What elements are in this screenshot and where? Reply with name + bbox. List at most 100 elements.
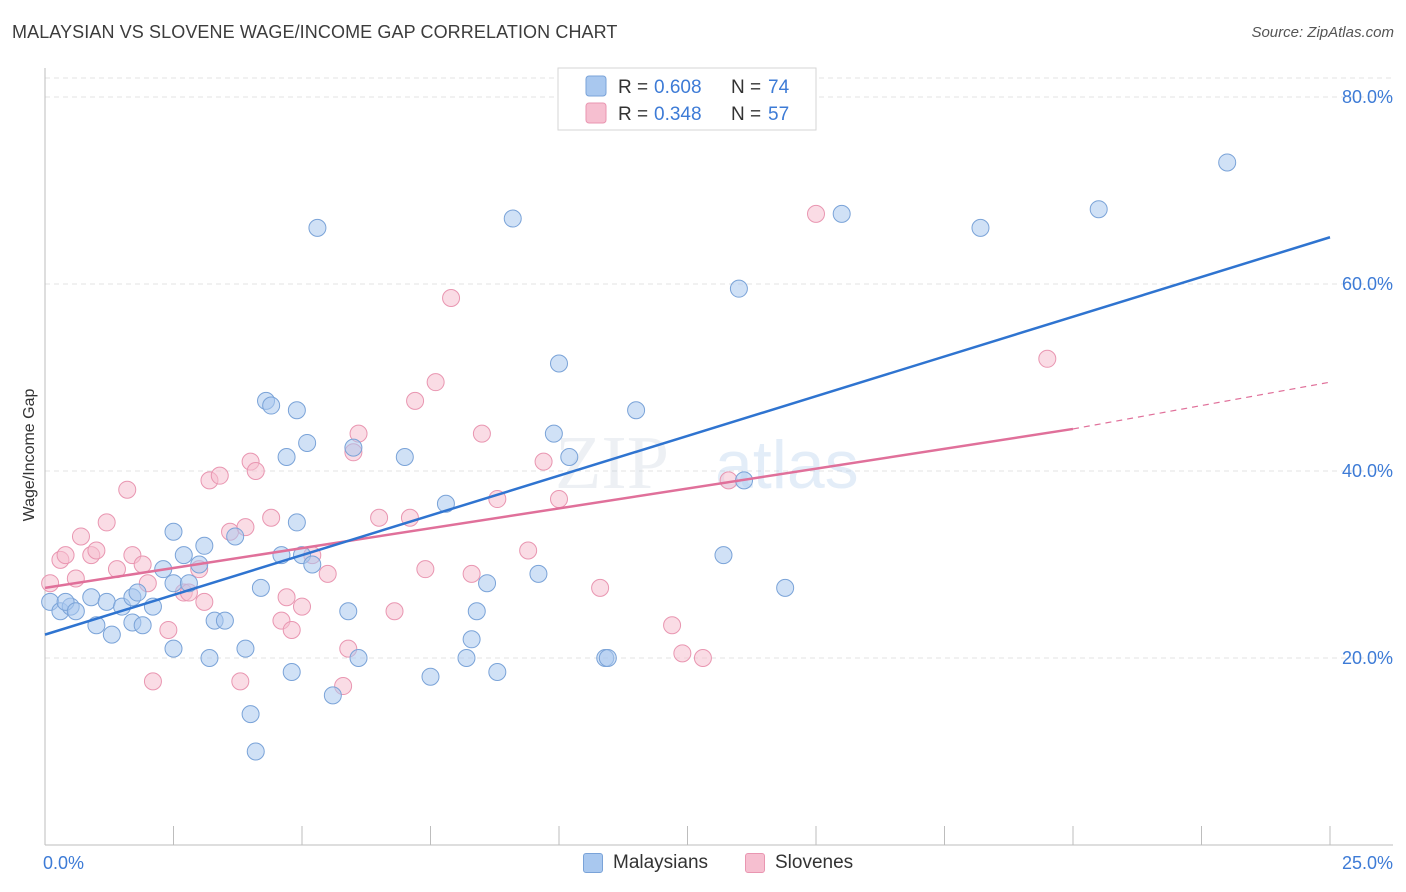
data-point-slovenes xyxy=(143,672,162,691)
data-point-malaysians xyxy=(421,667,440,686)
data-point-malaysians xyxy=(298,433,317,452)
legend-r-value-malaysians: 0.608 xyxy=(654,77,702,98)
y-axis-label: Wage/Income Gap xyxy=(21,389,38,522)
data-point-malaysians xyxy=(436,494,455,513)
data-point-malaysians xyxy=(1218,153,1237,172)
data-point-malaysians xyxy=(457,649,476,667)
data-point-malaysians xyxy=(550,354,568,373)
axes xyxy=(44,68,1393,846)
data-point-slovenes xyxy=(550,490,568,509)
data-point-slovenes xyxy=(426,373,445,392)
slovenes-points xyxy=(41,204,1057,696)
trend-line-malaysians xyxy=(44,236,1331,636)
data-point-slovenes xyxy=(416,560,435,579)
data-point-malaysians xyxy=(323,686,342,705)
legend-top: R = 0.608 N = 74 R = 0.348 N = 57 xyxy=(557,67,817,131)
data-point-malaysians xyxy=(179,574,198,593)
data-point-malaysians xyxy=(627,401,646,420)
legend-r-value-slovenes: 0.348 xyxy=(654,104,702,125)
data-point-slovenes xyxy=(41,574,60,593)
data-point-malaysians xyxy=(287,401,306,420)
data-point-slovenes xyxy=(118,480,137,499)
chart-title: MALAYSIAN VS SLOVENE WAGE/INCOME GAP COR… xyxy=(12,22,618,42)
x-tick-label: 25.0% xyxy=(1342,853,1393,873)
y-tick-label: 40.0% xyxy=(1342,461,1393,481)
data-point-slovenes xyxy=(472,424,491,443)
data-point-malaysians xyxy=(241,705,260,724)
data-point-slovenes xyxy=(133,555,152,574)
data-point-malaysians xyxy=(349,649,368,667)
y-tick-label: 20.0% xyxy=(1342,648,1393,668)
data-point-malaysians xyxy=(226,527,245,546)
data-point-slovenes xyxy=(591,578,610,597)
legend-bottom: Malaysians Slovenes xyxy=(0,852,1406,878)
data-point-malaysians xyxy=(164,574,183,593)
data-point-slovenes xyxy=(673,644,692,663)
data-point-slovenes xyxy=(246,462,265,480)
trend-lines xyxy=(44,236,1331,636)
legend-swatch-malaysians xyxy=(585,75,607,97)
data-point-malaysians xyxy=(287,513,306,532)
data-point-malaysians xyxy=(200,649,219,667)
data-point-malaysians xyxy=(776,578,795,597)
legend-n-value-malaysians: 74 xyxy=(768,77,790,98)
data-point-malaysians xyxy=(195,536,214,555)
data-point-slovenes xyxy=(262,508,281,527)
data-point-malaysians xyxy=(1089,200,1108,219)
data-point-malaysians xyxy=(478,574,497,593)
data-point-slovenes xyxy=(385,602,404,621)
legend-item-slovenes: Slovenes xyxy=(745,852,853,874)
data-point-slovenes xyxy=(807,204,825,223)
data-point-malaysians xyxy=(174,546,193,565)
data-point-malaysians xyxy=(832,204,851,223)
data-point-malaysians xyxy=(395,447,414,466)
data-point-slovenes xyxy=(534,452,553,471)
data-point-malaysians xyxy=(128,583,147,602)
data-point-slovenes xyxy=(87,541,106,560)
data-point-malaysians xyxy=(303,555,322,574)
data-point-slovenes xyxy=(693,649,712,667)
data-point-malaysians xyxy=(529,564,548,583)
data-point-slovenes xyxy=(1038,349,1057,368)
legend-swatch-malaysians xyxy=(583,853,603,873)
data-point-malaysians xyxy=(488,663,507,682)
data-point-malaysians xyxy=(971,218,990,237)
data-point-malaysians xyxy=(467,602,486,621)
data-point-malaysians xyxy=(262,396,281,415)
data-point-malaysians xyxy=(277,447,296,466)
source-label: Source: ZipAtlas.com xyxy=(1251,24,1394,41)
data-point-slovenes xyxy=(519,541,538,560)
data-point-malaysians xyxy=(102,625,121,644)
trend-line-slovenes xyxy=(44,427,1074,590)
data-point-malaysians xyxy=(729,279,748,298)
data-point-slovenes xyxy=(71,527,90,546)
data-point-malaysians xyxy=(164,639,183,658)
data-point-malaysians xyxy=(282,663,301,682)
malaysians-points xyxy=(41,153,1237,761)
data-point-slovenes xyxy=(97,513,116,532)
data-point-malaysians xyxy=(544,424,563,443)
legend-label-slovenes: Slovenes xyxy=(775,852,854,873)
data-point-malaysians xyxy=(215,611,234,630)
data-point-malaysians xyxy=(462,630,481,649)
data-point-slovenes xyxy=(159,620,178,639)
y-tick-label: 80.0% xyxy=(1342,87,1393,107)
data-point-malaysians xyxy=(339,602,358,621)
data-point-slovenes xyxy=(282,620,301,639)
data-point-malaysians xyxy=(344,438,363,457)
legend-swatch-slovenes xyxy=(585,102,607,124)
data-point-slovenes xyxy=(663,616,682,635)
legend-n-label: N = xyxy=(731,104,761,125)
data-point-slovenes xyxy=(277,588,296,607)
legend-r-label: R = xyxy=(618,77,648,98)
watermark: ZIP atlas xyxy=(555,421,859,505)
legend-swatch-slovenes xyxy=(745,853,765,873)
data-point-malaysians xyxy=(503,209,522,228)
data-point-malaysians xyxy=(251,578,270,597)
data-point-malaysians xyxy=(598,649,617,667)
data-point-slovenes xyxy=(56,546,75,565)
data-point-malaysians xyxy=(66,602,85,621)
data-point-malaysians xyxy=(82,588,101,607)
legend-label-malaysians: Malaysians xyxy=(613,852,709,873)
